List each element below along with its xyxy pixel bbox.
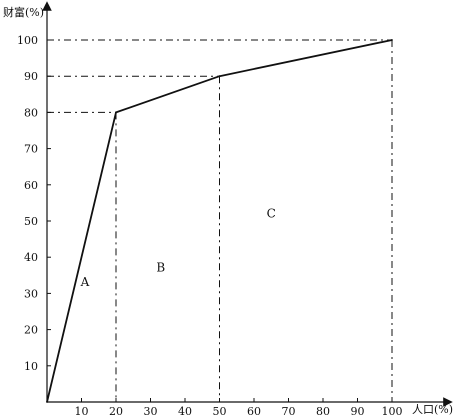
- y-tick-label-2: 30: [24, 287, 38, 300]
- x-tick-label-9: 100: [382, 405, 403, 417]
- x-tick-label-1: 20: [109, 405, 123, 417]
- y-tick-label-0: 10: [24, 360, 38, 373]
- x-axis-title: 人口(%): [412, 403, 453, 416]
- x-tick-label-8: 90: [351, 405, 365, 417]
- data-point-0-1: [115, 111, 117, 114]
- x-tick-label-6: 70: [282, 405, 296, 417]
- reference-lines: [47, 39, 393, 402]
- x-tick-label-5: 60: [247, 405, 261, 417]
- x-tick-label-4: 50: [213, 405, 227, 417]
- y-tick-label-9: 100: [17, 34, 38, 47]
- data-point-0-3: [391, 39, 393, 41]
- region-label-b: B: [156, 261, 165, 275]
- data-point-0-2: [218, 75, 221, 78]
- axes: [42, 1, 453, 407]
- y-tick-label-5: 60: [24, 179, 38, 192]
- region-label-a: A: [80, 275, 90, 289]
- annotations: A B C: [80, 206, 276, 289]
- y-axis-title: 财富(%): [3, 5, 44, 19]
- y-tick-label-1: 20: [24, 324, 38, 337]
- series-line-0: [46, 39, 393, 403]
- data-point-0-0: [46, 401, 48, 403]
- y-tick-label-4: 50: [24, 215, 38, 228]
- x-tick-label-2: 30: [144, 405, 158, 417]
- tick-labels: 10 20 30 40 50 60 70 80 90 100 10 20 30 40 50 60 70 80 90 1…: [3, 5, 453, 417]
- y-tick-label-3: 40: [24, 251, 38, 264]
- y-tick-label-6: 70: [24, 143, 38, 156]
- y-tick-label-8: 90: [24, 70, 38, 83]
- x-tick-label-7: 80: [316, 405, 330, 417]
- y-tick-label-7: 80: [24, 106, 38, 119]
- region-label-c: C: [267, 206, 276, 220]
- x-tick-label-0: 10: [75, 405, 89, 417]
- series-layer: [46, 39, 393, 403]
- x-tick-label-3: 40: [178, 405, 192, 417]
